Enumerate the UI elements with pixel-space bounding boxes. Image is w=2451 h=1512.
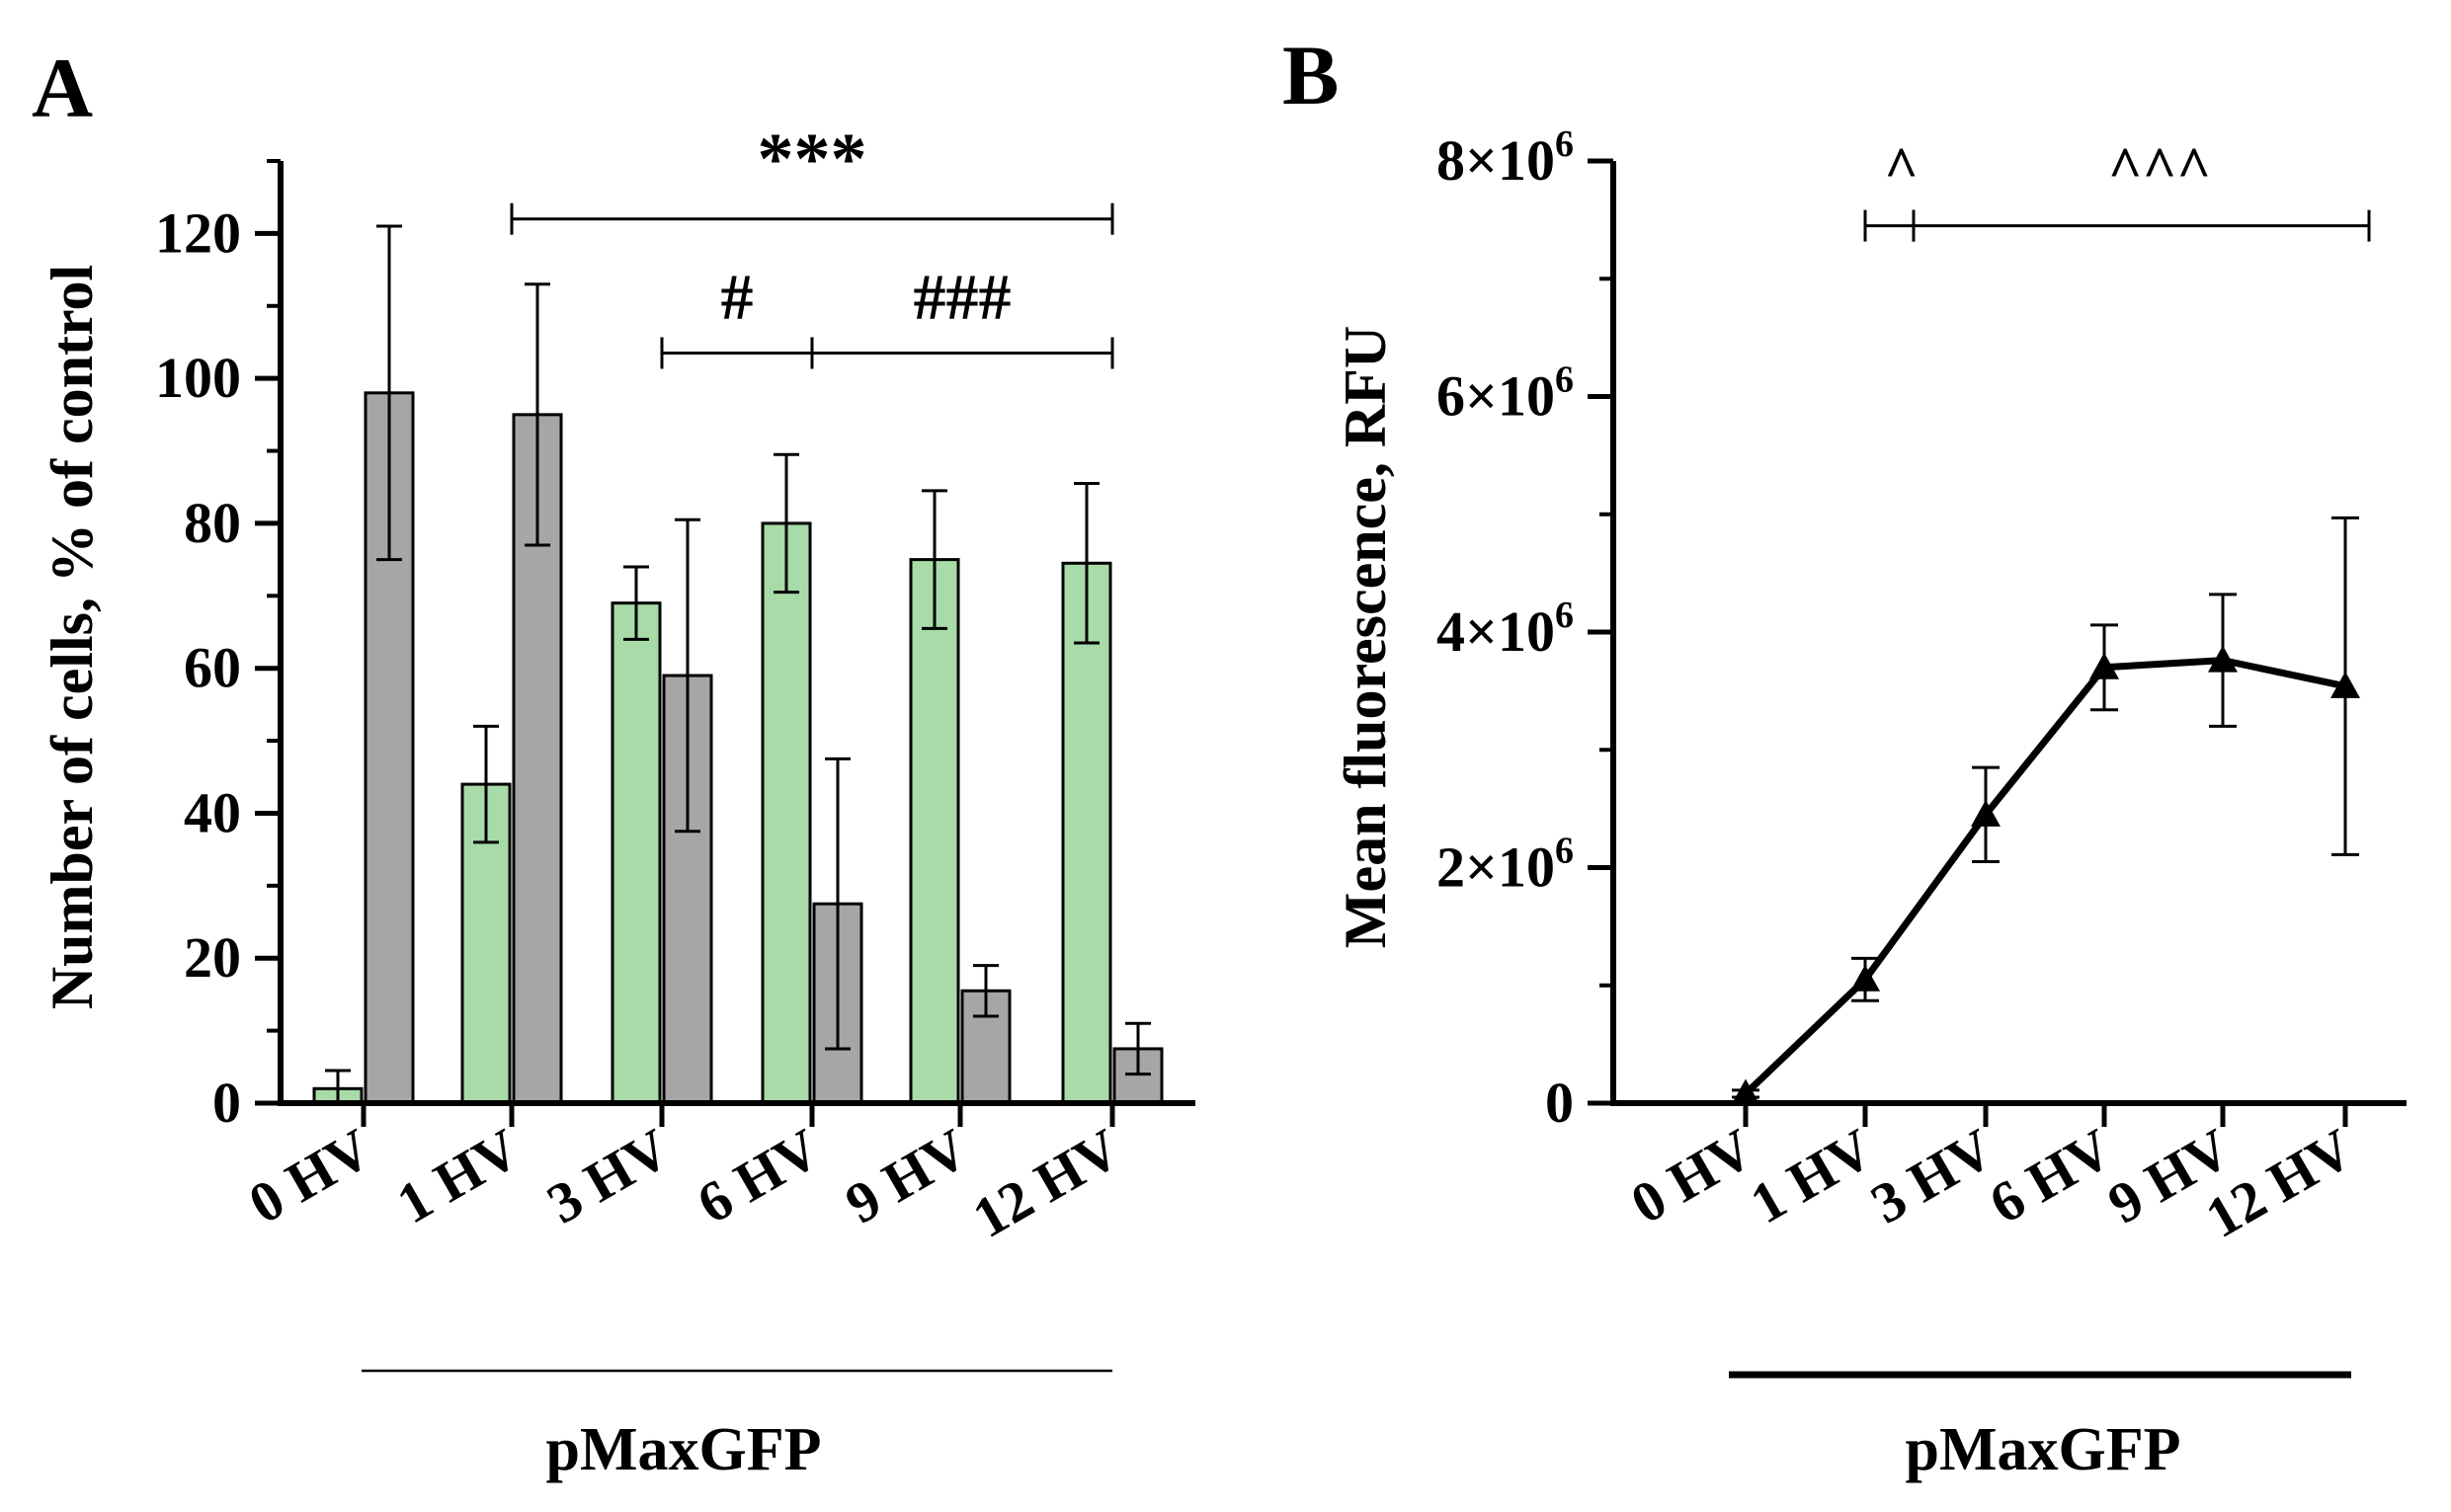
panel-b-marker-1-hv	[1850, 964, 1880, 992]
panel-a-bar-chart: A Number of cells, % of control 0 20 40 60 8…	[32, 40, 1195, 1483]
panel-a-x-tick-label-9-hv: 9 HV	[835, 1116, 979, 1236]
panel-a-x-tick-label-6-hv: 6 HV	[687, 1116, 831, 1236]
panel-a-x-tick-label-12-hv: 12 HV	[962, 1116, 1131, 1250]
panel-a-x-tick-label-3-hv: 3 HV	[536, 1116, 681, 1236]
panel-a-bar-green-6-hv	[761, 521, 812, 1105]
panel-b-marker-9-hv	[2208, 645, 2238, 673]
panel-a-bar-green-12-hv	[1061, 561, 1112, 1105]
panel-a-y-tick-label-120: 120	[155, 200, 241, 265]
panel-b-line	[1743, 657, 2346, 1096]
panel-b-y-tick-label-6000000: 6×106	[1436, 359, 1574, 429]
panel-b-x-tick-label-6-hv: 6 HV	[1979, 1116, 2123, 1236]
panel-b-error-bars	[1732, 516, 2359, 1099]
panel-b-line-chart: B Mean fluorescence, RFU 0 2×106 4×106 6×10…	[1282, 28, 2407, 1483]
panel-b-axes	[1610, 161, 2407, 1106]
panel-b-marker-6-hv	[2089, 652, 2119, 679]
panel-b-letter: B	[1282, 28, 1339, 122]
panel-a-x-tick-label-0-hv: 0 HV	[238, 1116, 382, 1236]
panel-b-marker-12-hv	[2330, 671, 2360, 698]
panel-b-significance-annotations: ^ ^^^	[1863, 135, 2371, 242]
panel-b-y-tick-label-4000000: 4×106	[1436, 595, 1574, 664]
panel-b-y-axis-label: Mean fluorescence, RFU	[1333, 326, 1398, 948]
panel-a-letter: A	[32, 40, 93, 135]
panel-a-bar-green-9-hv	[909, 558, 960, 1105]
panel-a-y-tick-label-60: 60	[184, 636, 241, 700]
panel-b-x-tick-label-0-hv: 0 HV	[1620, 1116, 1764, 1236]
panel-b-markers	[1731, 645, 2360, 1106]
panel-a-y-tick-label-100: 100	[155, 346, 241, 410]
panel-a-annotation-3-label: ###	[914, 261, 1012, 333]
panel-a-axes	[278, 161, 1195, 1106]
panel-b-annotation-1-label: ^	[1884, 135, 1919, 200]
panel-a-bars	[312, 391, 1164, 1105]
panel-b-y-tick-label-2000000: 2×106	[1436, 831, 1574, 900]
panel-b-annotation-2-label: ^^^	[2108, 135, 2212, 200]
panel-b-marker-3-hv	[1971, 799, 2001, 827]
panel-b-y-tick-label-8000000: 8×106	[1436, 123, 1574, 193]
panel-b-x-tick-label-3-hv: 3 HV	[1860, 1116, 2004, 1236]
panel-a-y-tick-label-20: 20	[184, 925, 241, 990]
panel-a-bar-green-3-hv	[611, 601, 662, 1105]
panel-a-y-tick-label-80: 80	[184, 491, 241, 555]
panel-a-error-bars	[325, 224, 1151, 1105]
panel-a-annotation-1-label: ***	[758, 119, 867, 200]
panel-b-x-tick-label-1-hv: 1 HV	[1740, 1116, 1884, 1236]
panel-b-group-label: pMaxGFP	[1906, 1416, 2181, 1483]
panel-a-significance-annotations: ***# ###	[510, 119, 1114, 369]
panel-a-y-ticks: 0 20 40 60 80 100 120	[155, 159, 281, 1135]
panel-a-annotation-2-label: #	[721, 261, 754, 333]
panel-a-x-tick-label-1-hv: 1 HV	[386, 1116, 531, 1236]
panel-b-y-ticks: 0 2×106 4×106 6×106 8×106	[1436, 123, 1613, 1135]
panel-a-y-tick-label-40: 40	[184, 780, 241, 844]
panel-b-series-line	[1743, 657, 2346, 1096]
panel-a-group-label: pMaxGFP	[546, 1416, 822, 1483]
panel-a-y-tick-label-0: 0	[212, 1071, 241, 1135]
panel-b-marker-0-hv	[1731, 1078, 1760, 1106]
panel-a-y-axis-label: Number of cells, % of control	[40, 265, 105, 1009]
panel-b-y-tick-label-0: 0	[1545, 1071, 1574, 1135]
